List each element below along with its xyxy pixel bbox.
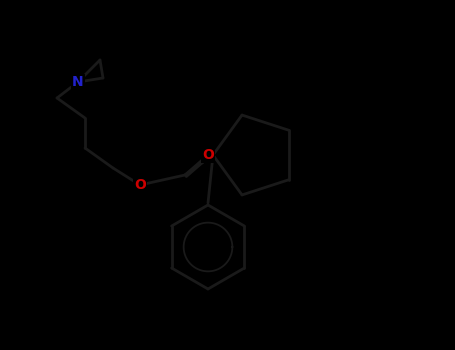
Text: O: O [134, 178, 146, 192]
Text: O: O [202, 148, 214, 162]
Text: N: N [72, 75, 84, 89]
